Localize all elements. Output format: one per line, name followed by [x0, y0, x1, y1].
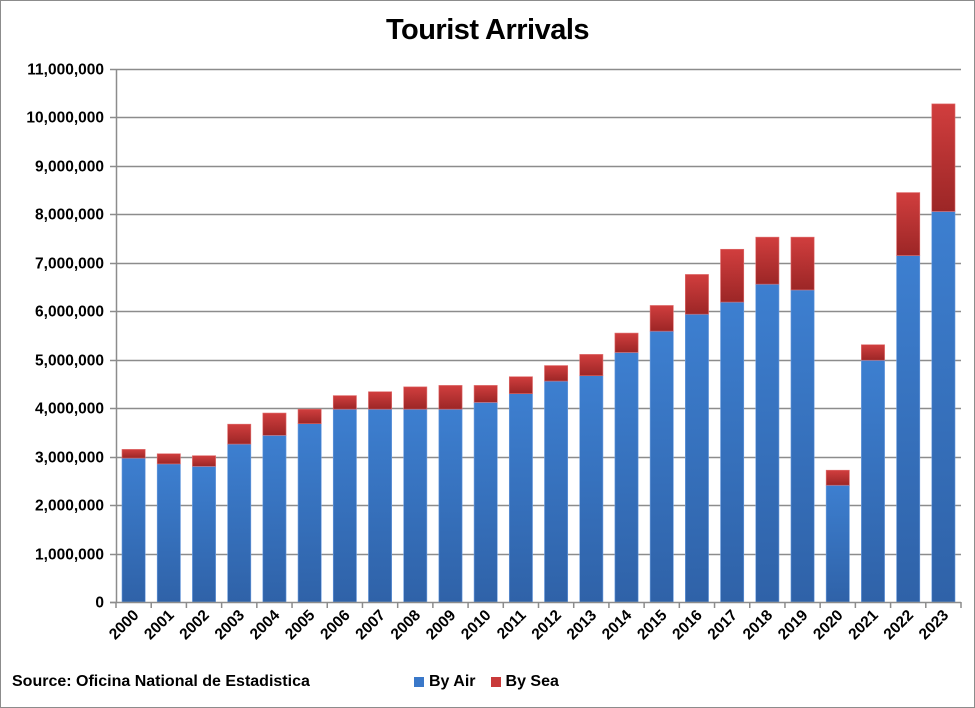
x-tick-label: 2012 [529, 607, 565, 643]
bar-by-sea-2006 [332, 395, 357, 410]
x-tick-label: 2023 [916, 607, 953, 644]
legend-item-sea: By Sea [490, 673, 559, 691]
bar-by-air-2022 [896, 255, 921, 603]
bar-by-sea-2017 [720, 248, 745, 303]
legend: By Air By Sea [414, 673, 574, 691]
legend-label-air: By Air [429, 673, 476, 690]
bar-by-air-2013 [579, 375, 604, 603]
bar-by-air-2017 [720, 301, 745, 603]
y-tick-label: 7,000,000 [35, 256, 104, 273]
y-tick-label: 5,000,000 [35, 353, 104, 370]
bar-by-air-2006 [332, 408, 357, 603]
y-tick-label: 1,000,000 [35, 547, 104, 564]
x-tick-label: 2000 [106, 607, 142, 643]
y-tick-label: 3,000,000 [35, 450, 104, 467]
x-tick-label: 2009 [423, 607, 460, 644]
x-tick-label: 2005 [282, 607, 319, 644]
bar-by-sea-2022 [896, 192, 921, 256]
y-tick-label: 9,000,000 [35, 159, 104, 176]
y-tick-label: 11,000,000 [27, 62, 104, 79]
x-tick-label: 2008 [388, 607, 425, 644]
legend-label-sea: By Sea [505, 673, 559, 690]
bar-by-air-2023 [931, 211, 956, 603]
x-tick-label: 2007 [352, 607, 388, 643]
bar-by-sea-2007 [368, 391, 392, 410]
source-note: Source: Oficina National de Estadistica [12, 673, 310, 690]
bar-by-air-2003 [227, 443, 252, 603]
y-tick-label: 4,000,000 [35, 401, 104, 418]
legend-swatch-air [414, 677, 424, 687]
x-tick-label: 2016 [669, 607, 706, 644]
bar-by-air-2007 [368, 408, 392, 603]
bar-by-sea-2009 [438, 385, 463, 410]
bar-by-sea-2010 [473, 385, 498, 403]
bar-by-air-2018 [755, 283, 780, 603]
bar-by-sea-2020 [825, 469, 850, 486]
bar-by-air-2010 [473, 402, 498, 603]
chart-title: Tourist Arrivals [385, 14, 590, 46]
x-tick-label: 2010 [458, 607, 494, 643]
gridlines [116, 68, 961, 556]
bar-by-air-2021 [861, 359, 885, 603]
x-tick-label: 2013 [564, 607, 601, 644]
bar-by-sea-2019 [790, 236, 815, 291]
bar-by-sea-2008 [403, 386, 428, 410]
x-tick-label: 2015 [634, 607, 671, 644]
bar-by-air-2002 [192, 466, 216, 603]
bar-by-sea-2004 [262, 412, 287, 436]
bar-by-sea-2016 [685, 274, 709, 315]
bar-by-air-2001 [156, 463, 181, 603]
bar-by-air-2014 [614, 352, 639, 603]
bar-by-sea-2014 [614, 332, 639, 353]
bar-by-air-2004 [262, 435, 287, 603]
x-tick-label: 2014 [599, 607, 636, 644]
bar-by-sea-2005 [297, 408, 322, 424]
bar-by-sea-2012 [544, 365, 569, 382]
x-tick-label: 2021 [845, 607, 882, 644]
y-tick-label: 2,000,000 [35, 498, 104, 515]
bar-by-air-2015 [649, 330, 674, 603]
bar-by-sea-2003 [227, 423, 252, 445]
y-tick-label: 10,000,000 [26, 110, 104, 127]
x-tick-label: 2020 [810, 607, 846, 643]
bar-by-sea-2011 [508, 376, 533, 394]
bar-by-air-2012 [544, 380, 569, 603]
x-tick-label: 2002 [176, 607, 212, 643]
bar-by-sea-2002 [192, 455, 216, 467]
bar-by-air-2019 [790, 289, 815, 603]
bar-by-sea-2000 [121, 449, 146, 459]
bar-by-sea-2018 [755, 236, 780, 285]
y-tick-label: 6,000,000 [35, 304, 104, 321]
x-axis: 2000200120022003200420052006200720082009… [106, 601, 962, 644]
y-tick-label: 0 [95, 595, 104, 612]
x-tick-label: 2004 [247, 607, 284, 644]
x-tick-label: 2019 [775, 607, 812, 644]
bar-by-air-2009 [438, 408, 463, 603]
bar-by-air-2005 [297, 423, 322, 603]
bar-by-sea-2001 [156, 453, 181, 465]
bar-by-sea-2021 [861, 344, 885, 361]
bar-by-sea-2023 [931, 103, 956, 212]
x-tick-label: 2017 [705, 607, 741, 643]
bar-by-air-2000 [121, 457, 146, 603]
bar-by-sea-2015 [649, 305, 674, 332]
bar-by-sea-2013 [579, 354, 604, 377]
x-tick-label: 2001 [141, 607, 178, 644]
x-tick-label: 2006 [317, 607, 354, 644]
bars [121, 103, 956, 603]
legend-item-air: By Air [414, 673, 476, 691]
x-tick-label: 2003 [212, 607, 249, 644]
bar-by-air-2020 [825, 484, 850, 603]
x-tick-label: 2018 [740, 607, 777, 644]
bar-by-air-2008 [403, 408, 428, 603]
x-tick-label: 2011 [494, 607, 530, 643]
legend-swatch-sea [490, 677, 501, 687]
bar-by-air-2016 [685, 313, 709, 603]
y-tick-label: 8,000,000 [35, 207, 104, 224]
y-axis: 0 1,000,000 2,000,000 3,000,000 4,000,000 5,0… [26, 62, 118, 612]
x-tick-label: 2022 [881, 607, 917, 643]
bar-by-air-2011 [508, 393, 533, 603]
